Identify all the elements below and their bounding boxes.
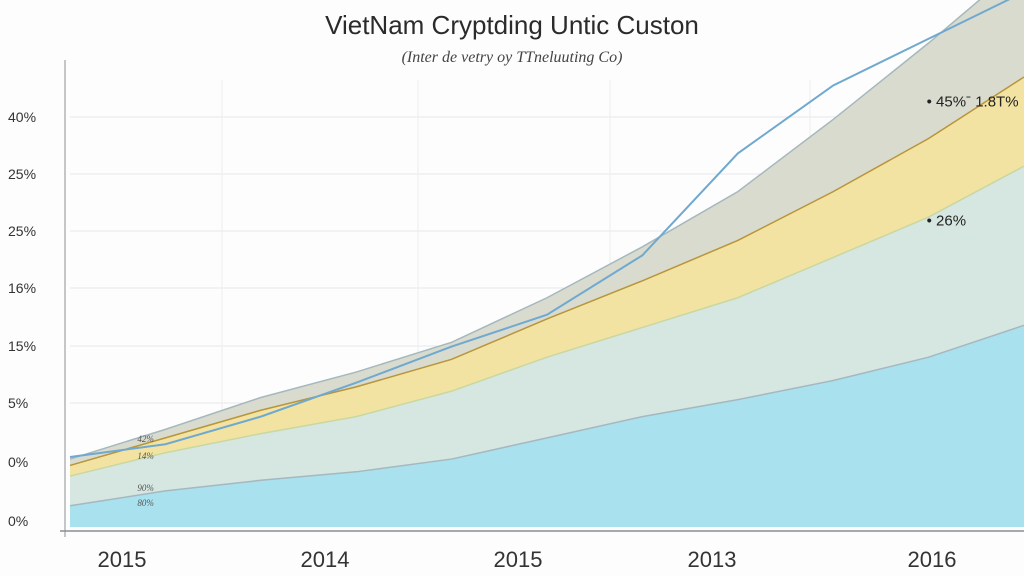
series-lines [69, 0, 1024, 507]
x-tick-label: 2015 [98, 547, 147, 572]
top-trend-line [69, 0, 1011, 458]
y-tick-label: 40% [8, 109, 36, 125]
y-tick-label: 15% [8, 338, 36, 354]
y-axis-ticks: 0% 0% 5% 15% 16% 25% 25% 40% [8, 109, 36, 529]
small-data-label: 14% [137, 451, 154, 461]
small-data-label: 80% [137, 498, 154, 508]
data-label: • 45%ˉ 1.8T% [927, 94, 1019, 111]
area-series-2 [70, 166, 1024, 506]
area-series-3-edge [69, 76, 1024, 467]
x-tick-label: 2015 [494, 547, 543, 572]
data-label: • 26% [927, 213, 966, 230]
y-tick-label: 0% [8, 513, 28, 529]
y-tick-label: 25% [8, 166, 36, 182]
area-series-1-edge [69, 324, 1024, 507]
area-series [70, 0, 1024, 527]
annotations: • 45%ˉ 1.8T% • 26% 42% 14% 90% 80% [137, 94, 1018, 508]
y-tick-label: 25% [8, 223, 36, 239]
chart-title: VietNam Cryptding Untic Custon [325, 10, 699, 40]
small-data-label: 42% [137, 434, 154, 444]
y-tick-label: 5% [8, 395, 28, 411]
area-series-4 [70, 0, 1024, 466]
chart-subtitle: (Inter de vetry oy TTneluuting Co) [402, 49, 623, 66]
x-tick-label: 2016 [908, 547, 957, 572]
y-tick-label: 0% [8, 454, 28, 470]
axes [60, 60, 1024, 537]
x-tick-label: 2013 [688, 547, 737, 572]
x-tick-label: 2014 [301, 547, 350, 572]
area-series-2-edge [69, 165, 1024, 477]
y-tick-label: 16% [8, 280, 36, 296]
area-series-4-edge [69, 0, 981, 460]
small-data-label: 90% [137, 483, 154, 493]
x-axis-ticks: 2015 2014 2015 2013 2016 [98, 547, 957, 572]
